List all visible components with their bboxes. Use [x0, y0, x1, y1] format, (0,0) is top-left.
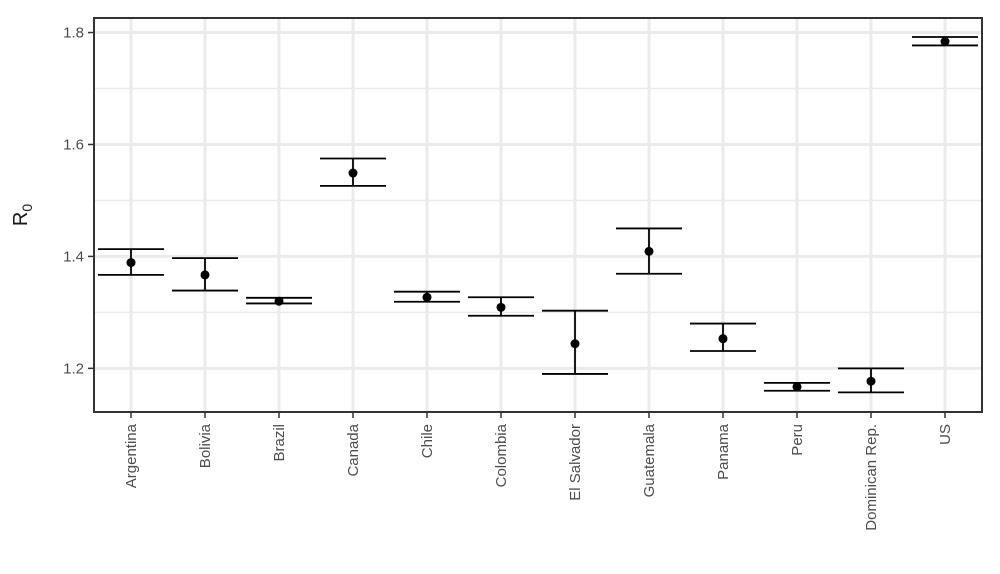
y-axis-title: R0 [10, 204, 35, 226]
data-point-us [940, 37, 950, 47]
x-tick-label: Chile [419, 424, 436, 458]
data-marks [98, 36, 978, 394]
grid-lines [94, 18, 982, 412]
y-tick-label: 1.6 [63, 136, 84, 153]
x-tick-label: Argentina [123, 423, 140, 488]
x-tick-label: Guatemala [641, 423, 658, 497]
x-tick-label: Colombia [493, 423, 510, 487]
data-point-peru [792, 382, 802, 392]
axes: 1.2 1.4 1.6 1.8 Argentina Bolivia Brazil Canada… [63, 25, 954, 531]
data-point-bolivia [200, 270, 210, 280]
data-point-guatemala [644, 246, 654, 256]
data-point-brazil [274, 296, 284, 306]
data-point-chile [422, 292, 432, 302]
x-tick-label: US [937, 424, 954, 445]
x-tick-label: Peru [789, 424, 806, 456]
x-tick-label: Dominican Rep. [863, 424, 880, 531]
data-point-el-salvador [570, 339, 580, 349]
x-tick-label: Panama [715, 423, 732, 480]
x-tick-label: Bolivia [197, 423, 214, 468]
y-axis-title-subscript: 0 [19, 204, 35, 212]
x-tick-label: Brazil [271, 424, 288, 462]
x-tick-label: Canada [345, 423, 362, 476]
data-point-colombia [496, 302, 506, 312]
panel-border [93, 17, 983, 413]
data-point-canada [348, 168, 358, 178]
y-axis-title-main: R [10, 212, 32, 226]
y-tick-label: 1.2 [63, 360, 84, 377]
y-tick-label: 1.4 [63, 248, 84, 265]
y-tick-label: 1.8 [63, 25, 84, 42]
data-point-argentina [126, 258, 136, 268]
data-point-panama [718, 334, 728, 344]
data-point-dominican-rep- [866, 376, 876, 386]
x-tick-label: El Salvador [567, 424, 584, 501]
